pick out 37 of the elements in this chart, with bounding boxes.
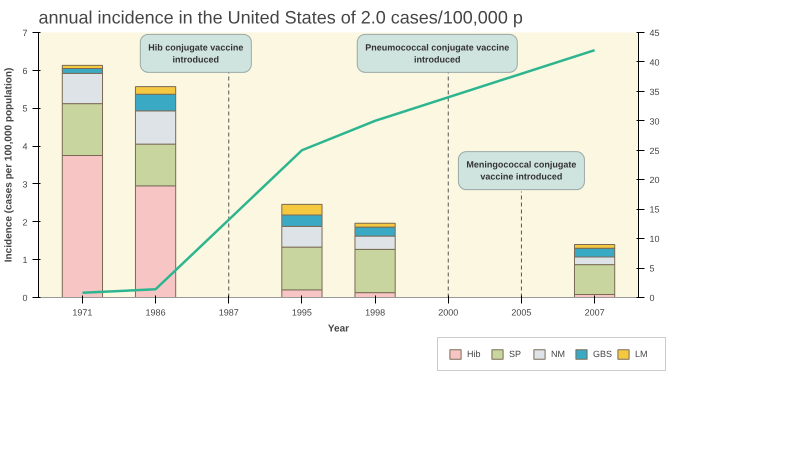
legend-label: Hib	[467, 349, 482, 359]
legend-label: SP	[509, 349, 522, 359]
y-tick-label: 2	[22, 217, 28, 228]
x-tick-label: 1987	[218, 308, 239, 318]
y-tick-label: 6	[22, 66, 28, 76]
x-tick-label: 2007	[584, 308, 605, 318]
y-tick-label: 4	[22, 142, 28, 152]
x-tick-label: 2005	[511, 308, 532, 318]
ref-line-label: Meningococcal conjugate vaccine introduced	[466, 160, 576, 182]
x-tick-label: 1986	[146, 308, 166, 318]
ref-line-label: Pneumococcal conjugate vaccine introduced	[365, 42, 510, 64]
y-tick-label: 0	[22, 293, 28, 303]
y2-tick-label: 45	[650, 28, 660, 38]
chart-title: annual incidence in the United States of 2.0 cases/100,000 p	[38, 8, 523, 28]
y2-tick-label: 20	[650, 175, 660, 186]
legend-label: LM	[635, 349, 649, 359]
y2-tick-label: 5	[650, 264, 655, 274]
y-axis-title: Incidence (cases per 100,000 population)	[3, 68, 14, 262]
x-tick-label: 2000	[438, 308, 458, 318]
x-tick-label: 1971	[72, 308, 92, 318]
y-tick-label: 1	[22, 255, 28, 266]
y-tick-label: 3	[22, 179, 28, 190]
x-tick-label: 1995	[292, 308, 312, 318]
y2-tick-label: 0	[650, 293, 655, 303]
legend-label: GBS	[593, 349, 613, 359]
ref-line-label: Hib conjugate vaccine introduced	[148, 42, 244, 64]
y2-tick-label: 40	[650, 57, 660, 68]
legend-label: NM	[551, 349, 566, 359]
x-tick-label: 1998	[365, 308, 386, 318]
y-tick-label: 5	[22, 104, 28, 114]
y2-tick-label: 25	[650, 146, 660, 156]
y-tick-label: 7	[22, 28, 28, 38]
y2-tick-label: 30	[650, 116, 660, 126]
y2-tick-label: 15	[650, 204, 660, 215]
y2-tick-label: 10	[650, 234, 660, 244]
x-axis-title: Year	[328, 324, 350, 334]
y2-tick-label: 35	[650, 86, 660, 97]
